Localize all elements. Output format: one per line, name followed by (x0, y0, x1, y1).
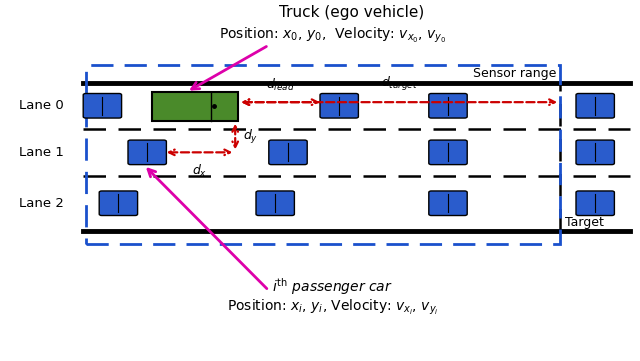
Text: $d_{lead}$: $d_{lead}$ (266, 77, 295, 93)
FancyBboxPatch shape (576, 191, 614, 216)
FancyBboxPatch shape (429, 191, 467, 216)
Text: Position: $x_0$, $y_0$,  Velocity: $v_{x_0}$, $v_{y_0}$: Position: $x_0$, $y_0$, Velocity: $v_{x_… (219, 25, 447, 44)
Bar (152, 92, 239, 121)
FancyBboxPatch shape (83, 93, 122, 118)
Text: Target: Target (565, 216, 604, 229)
Text: $d_{target}$: $d_{target}$ (381, 75, 418, 93)
FancyBboxPatch shape (256, 191, 294, 216)
FancyBboxPatch shape (269, 140, 307, 165)
Text: Lane 1: Lane 1 (19, 146, 64, 159)
Text: $i^{\mathrm{th}}$ passenger car: $i^{\mathrm{th}}$ passenger car (273, 276, 393, 297)
FancyBboxPatch shape (320, 93, 358, 118)
Text: Lane 2: Lane 2 (19, 197, 64, 210)
Text: $d_y$: $d_y$ (243, 128, 258, 145)
FancyBboxPatch shape (576, 93, 614, 118)
Text: Position: $x_i$, $y_i$, Velocity: $v_{x_i}$, $v_{y_i}$: Position: $x_i$, $y_i$, Velocity: $v_{x_… (227, 298, 438, 317)
Text: Sensor range: Sensor range (474, 67, 557, 80)
FancyBboxPatch shape (429, 93, 467, 118)
FancyBboxPatch shape (576, 140, 614, 165)
FancyBboxPatch shape (99, 191, 138, 216)
Text: $d_x$: $d_x$ (192, 162, 207, 179)
FancyBboxPatch shape (128, 140, 166, 165)
FancyBboxPatch shape (429, 140, 467, 165)
Text: Lane 0: Lane 0 (19, 99, 64, 112)
Text: Truck (ego vehicle): Truck (ego vehicle) (280, 5, 424, 21)
Bar (86, 65, 560, 244)
